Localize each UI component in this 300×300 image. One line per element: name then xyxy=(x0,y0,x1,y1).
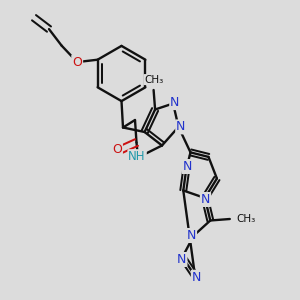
Text: N: N xyxy=(201,193,210,206)
Text: O: O xyxy=(112,143,122,157)
Text: CH₃: CH₃ xyxy=(236,214,256,224)
Text: N: N xyxy=(182,160,192,173)
Text: O: O xyxy=(72,56,82,69)
Text: N: N xyxy=(176,120,186,134)
Text: N: N xyxy=(192,271,201,284)
Text: CH₃: CH₃ xyxy=(144,75,163,85)
Text: NH: NH xyxy=(128,150,146,163)
Text: N: N xyxy=(177,253,187,266)
Text: N: N xyxy=(170,96,180,109)
Text: N: N xyxy=(187,229,196,242)
